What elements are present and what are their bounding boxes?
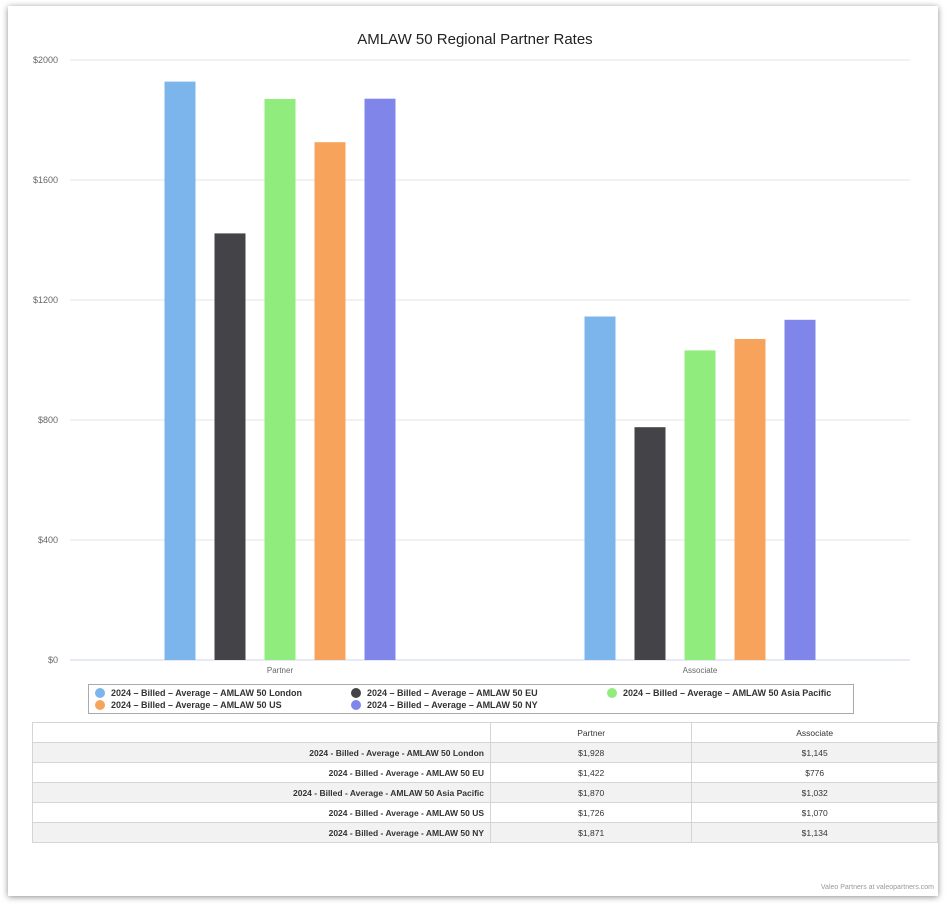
legend-marker-asia-pacific — [607, 688, 617, 698]
legend-item-london[interactable]: 2024 – Billed – Average – AMLAW 50 Londo… — [95, 688, 302, 698]
legend-label-ny: 2024 – Billed – Average – AMLAW 50 NY — [367, 700, 538, 710]
legend-item-asia-pacific[interactable]: 2024 – Billed – Average – AMLAW 50 Asia … — [607, 688, 831, 698]
y-tick-label: $1600 — [33, 175, 58, 185]
table-cell-associate: $1,145 — [691, 742, 938, 763]
legend-label-london: 2024 – Billed – Average – AMLAW 50 Londo… — [111, 688, 303, 698]
bar — [364, 98, 396, 660]
bar — [684, 350, 716, 660]
legend-label-asia-pacific: 2024 – Billed – Average – AMLAW 50 Asia … — [623, 688, 832, 698]
y-tick-label: $0 — [48, 655, 58, 665]
y-tick-label: $2000 — [33, 55, 58, 65]
data-table: Partner Associate 2024 - Billed - Averag… — [32, 722, 938, 843]
bar — [634, 427, 666, 660]
legend-item-ny[interactable]: 2024 – Billed – Average – AMLAW 50 NY — [351, 700, 538, 710]
y-tick-label: $1200 — [33, 295, 58, 305]
x-tick-label: Associate — [683, 666, 718, 675]
table-header-associate: Associate — [691, 722, 938, 743]
bar — [734, 339, 766, 660]
bar — [264, 99, 296, 660]
table-row: 2024 - Billed - Average - AMLAW 50 Asia … — [32, 782, 938, 803]
table-row: 2024 - Billed - Average - AMLAW 50 NY $1… — [32, 822, 938, 843]
table-row: 2024 - Billed - Average - AMLAW 50 EU $1… — [32, 762, 938, 783]
legend-item-us[interactable]: 2024 – Billed – Average – AMLAW 50 US — [95, 700, 282, 710]
table-header-empty — [32, 722, 491, 743]
bar-chart: $0 $400 $800 $1200 $1600 $2000 Partner Associat… — [33, 55, 910, 675]
table-header-row: Partner Associate — [32, 722, 938, 743]
table-cell-associate: $1,134 — [691, 822, 938, 843]
bar — [314, 142, 346, 660]
legend-marker-eu — [351, 688, 361, 698]
bar — [164, 81, 196, 661]
table-cell-associate: $1,070 — [691, 802, 938, 823]
table-row: 2024 - Billed - Average - AMLAW 50 Londo… — [32, 742, 938, 763]
chart-title: AMLAW 50 Regional Partner Rates — [357, 31, 593, 48]
table-row: 2024 - Billed - Average - AMLAW 50 US $1… — [32, 802, 938, 823]
legend-marker-ny — [351, 700, 361, 710]
table-row-label: 2024 - Billed - Average - AMLAW 50 NY — [32, 822, 491, 843]
legend-label-us: 2024 – Billed – Average – AMLAW 50 US — [111, 700, 282, 710]
legend-marker-london — [95, 688, 105, 698]
table-row-label: 2024 - Billed - Average - AMLAW 50 Londo… — [32, 742, 491, 763]
footer-credit: Valeo Partners at valeopartners.com — [820, 884, 934, 891]
y-tick-label: $800 — [38, 415, 58, 425]
table-row-label: 2024 - Billed - Average - AMLAW 50 Asia … — [32, 782, 491, 803]
table-header-partner: Partner — [489, 722, 693, 743]
bar — [214, 233, 246, 660]
bar — [584, 316, 616, 660]
table-cell-partner: $1,422 — [489, 762, 693, 783]
x-tick-label: Partner — [267, 666, 294, 675]
legend-label-eu: 2024 – Billed – Average – AMLAW 50 EU — [367, 688, 538, 698]
table-cell-associate: $776 — [691, 762, 938, 783]
table-cell-partner: $1,870 — [489, 782, 693, 803]
legend-item-eu[interactable]: 2024 – Billed – Average – AMLAW 50 EU — [351, 688, 538, 698]
chart-legend: 2024 – Billed – Average – AMLAW 50 Londo… — [88, 684, 854, 714]
table-cell-partner: $1,726 — [489, 802, 693, 823]
table-cell-associate: $1,032 — [691, 782, 938, 803]
table-cell-partner: $1,871 — [489, 822, 693, 843]
table-row-label: 2024 - Billed - Average - AMLAW 50 EU — [32, 762, 491, 783]
table-row-label: 2024 - Billed - Average - AMLAW 50 US — [32, 802, 491, 823]
legend-marker-us — [95, 700, 105, 710]
y-tick-label: $400 — [38, 535, 58, 545]
table-cell-partner: $1,928 — [489, 742, 693, 763]
bar — [784, 319, 816, 660]
